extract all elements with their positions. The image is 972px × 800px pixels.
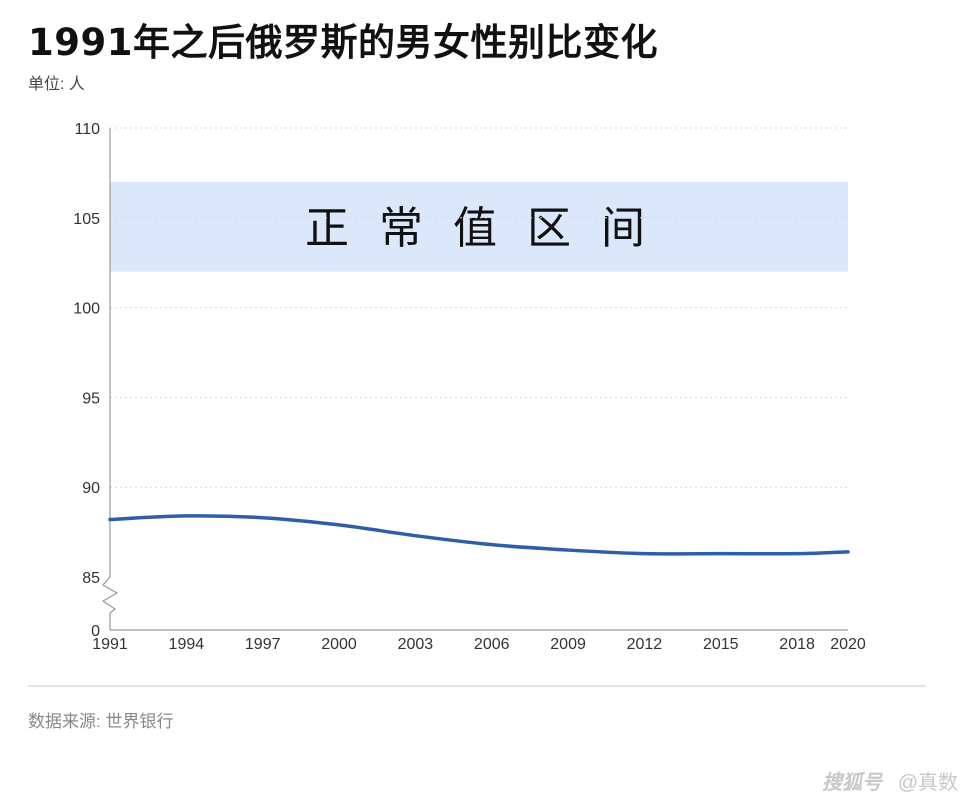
chart-title: 1991年之后俄罗斯的男女性别比变化 (28, 21, 658, 64)
y-tick-label: 0 (91, 623, 100, 640)
y-tick-label: 110 (74, 121, 100, 138)
x-tick-label: 2018 (779, 636, 815, 653)
y-tick-label: 105 (73, 211, 100, 228)
x-tick-label: 2003 (398, 636, 434, 653)
y-tick-label: 85 (82, 570, 100, 587)
watermark-account: @真数 (897, 772, 958, 794)
source-note: 数据来源: 世界银行 (28, 712, 174, 731)
band-label: 正 常 值 区 间 (305, 203, 653, 254)
x-tick-label: 2009 (550, 636, 586, 653)
x-tick-label: 1994 (169, 636, 205, 653)
x-tick-label: 2015 (703, 636, 739, 653)
x-tick-label: 2020 (830, 636, 866, 653)
series-line (108, 514, 850, 556)
y-tick-label: 100 (73, 301, 100, 318)
y-tick-label: 90 (82, 480, 100, 497)
x-tick-label: 2006 (474, 636, 510, 653)
y-tick-label: 95 (82, 390, 100, 407)
watermark-logo: 搜狐号 (822, 772, 883, 794)
watermark: 搜狐号 @真数 (822, 766, 958, 795)
normal-range-band (110, 181, 848, 272)
x-tick-label: 2012 (627, 636, 663, 653)
x-tick-label: 2000 (321, 636, 357, 653)
y-axis-break (101, 576, 119, 630)
x-tick-label: 1991 (92, 636, 128, 653)
unit-label: 单位: 人 (28, 76, 85, 93)
footer-divider (28, 685, 926, 687)
x-tick-label: 1997 (245, 636, 281, 653)
